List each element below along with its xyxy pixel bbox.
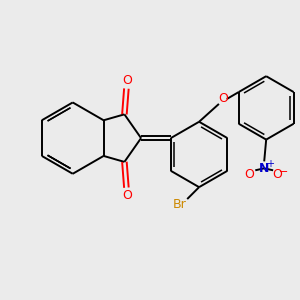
- Text: N: N: [259, 162, 269, 175]
- Text: O: O: [122, 74, 132, 87]
- Text: O: O: [272, 168, 282, 181]
- Text: O: O: [122, 189, 132, 202]
- Text: O: O: [244, 168, 254, 181]
- Text: O: O: [218, 92, 228, 106]
- Text: Br: Br: [172, 199, 186, 212]
- Text: −: −: [279, 167, 289, 177]
- Text: +: +: [266, 159, 274, 170]
